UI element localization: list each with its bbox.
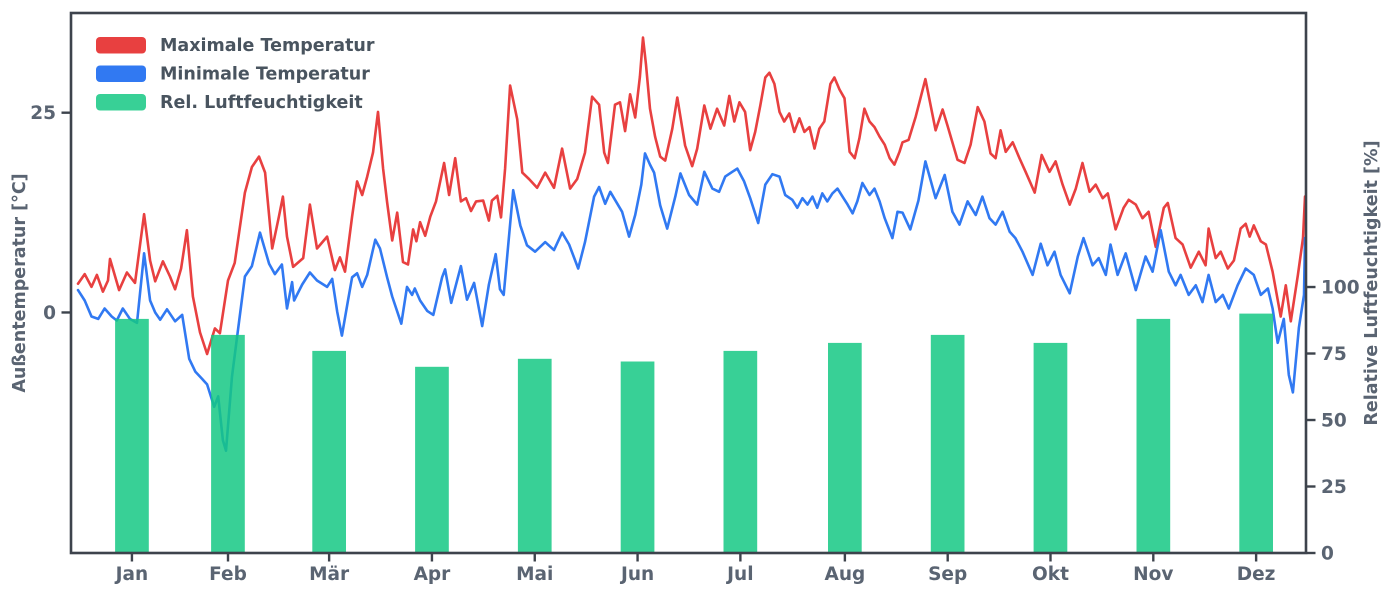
- humidity-bar-Mär: [312, 350, 346, 553]
- humidity-tick-label: 50: [1321, 411, 1347, 432]
- month-tick-label-Jan: Jan: [114, 564, 149, 585]
- line-max-temp: [76, 36, 1307, 356]
- month-tick-label-Jul: Jul: [725, 564, 753, 585]
- humidity-bar-Mai: [517, 358, 552, 553]
- line-series-group: [76, 36, 1307, 453]
- humidity-bars-group: [115, 313, 1273, 553]
- humidity-tick-label: 100: [1321, 278, 1360, 299]
- temp-tick-label: 0: [43, 303, 56, 324]
- legend-label-max-temp: Maximale Temperatur: [160, 36, 375, 56]
- month-tick-label-Dez: Dez: [1237, 564, 1276, 585]
- month-tick-label-Feb: Feb: [209, 564, 247, 585]
- temp-tick-label: 25: [30, 103, 56, 124]
- legend-label-humidity: Rel. Luftfeuchtigkeit: [160, 93, 363, 113]
- legend: Maximale Temperatur Minimale Temperatur …: [96, 36, 375, 113]
- month-tick-label-Nov: Nov: [1133, 564, 1173, 585]
- humidity-tick-label: 0: [1321, 544, 1334, 565]
- humidity-tick-label: 75: [1321, 344, 1347, 365]
- humidity-bar-Nov: [1136, 318, 1171, 553]
- month-tick-label-Sep: Sep: [928, 564, 967, 585]
- humidity-bar-Jul: [723, 350, 758, 553]
- humidity-bar-Jan: [115, 318, 149, 553]
- right-axis-title: Relative Luftfeuchtigkeit [%]: [1362, 140, 1382, 425]
- humidity-bar-Jun: [620, 361, 655, 553]
- legend-swatch-min-temp: [96, 65, 146, 82]
- legend-swatch-max-temp: [96, 37, 146, 54]
- humidity-tick-label: 25: [1321, 477, 1347, 498]
- left-axis-title: Außentemperatur [°C]: [10, 173, 30, 392]
- tick-labels-group: 0 25 0 25 50 75 100 Jan Feb Mär Apr Mai Jun Jul Aug Sep…: [30, 103, 1359, 585]
- humidity-bar-Okt: [1033, 342, 1068, 553]
- month-tick-label-Mär: Mär: [309, 564, 350, 585]
- humidity-bar-Sep: [930, 334, 965, 553]
- month-tick-label-Jun: Jun: [619, 564, 654, 585]
- month-tick-label-Apr: Apr: [414, 564, 452, 585]
- legend-label-min-temp: Minimale Temperatur: [160, 65, 370, 85]
- month-tick-label-Okt: Okt: [1032, 564, 1069, 585]
- legend-swatch-humidity: [96, 94, 146, 111]
- humidity-bar-Aug: [828, 342, 862, 553]
- tick-marks-group: [61, 111, 1316, 562]
- month-tick-label-Aug: Aug: [825, 564, 866, 585]
- plot-border: [69, 11, 1308, 555]
- humidity-bar-Dez: [1239, 313, 1273, 553]
- humidity-bar-Apr: [415, 366, 449, 553]
- line-min-temp: [76, 152, 1307, 453]
- humidity-bar-Feb: [211, 334, 245, 553]
- month-tick-label-Mai: Mai: [516, 564, 553, 585]
